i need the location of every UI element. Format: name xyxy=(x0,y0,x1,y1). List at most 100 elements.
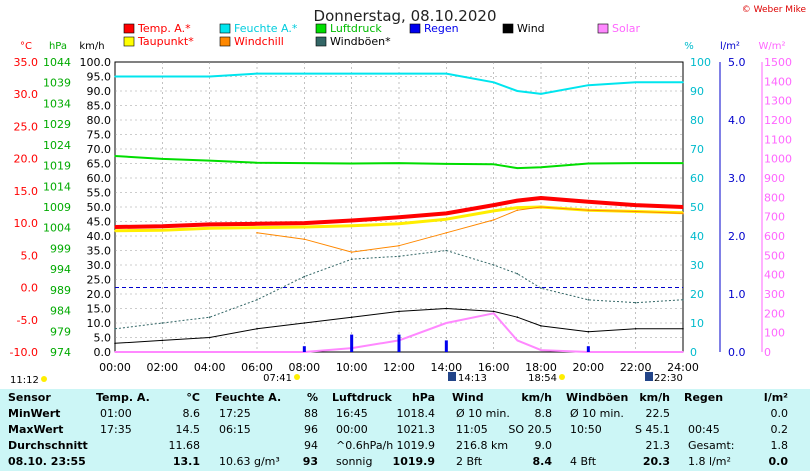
time-tick-label: 14:00 xyxy=(430,361,462,374)
stat-cell-note: 4 Bft xyxy=(570,455,597,468)
legend-swatch xyxy=(597,23,609,34)
legend-label: Luftdruck xyxy=(330,22,382,35)
stat-row-label: MaxWert xyxy=(8,423,64,436)
solar-tick-label: 100 xyxy=(764,327,785,340)
moon-icon xyxy=(645,372,653,381)
stat-cell-value: S 45.1 xyxy=(635,423,670,436)
wind-tick-label: 55.0 xyxy=(87,187,112,200)
stat-cell-value: 20.3 xyxy=(642,455,670,468)
data-point xyxy=(398,72,400,75)
press-tick-label: 984 xyxy=(50,305,71,318)
solar-tick-label: 800 xyxy=(764,191,785,204)
solar-tick-label: 600 xyxy=(764,230,785,243)
time-tick-label: 12:00 xyxy=(383,361,415,374)
stat-cell-note: 17:25 xyxy=(219,407,251,420)
data-point xyxy=(161,75,164,78)
data-point xyxy=(114,342,116,345)
time-marker-sunset: 18:54 xyxy=(528,373,557,384)
data-point xyxy=(587,299,590,301)
legend-label: Taupunkt* xyxy=(137,35,194,48)
data-point xyxy=(303,162,306,164)
wind-tick-label: 75.0 xyxy=(87,129,112,142)
wind-tick-label: 70.0 xyxy=(87,143,112,156)
stat-row-label: 08.10. 23:55 xyxy=(8,455,86,468)
stat-header-rain: Regen xyxy=(684,391,724,404)
stat-cell-note: 216.8 km xyxy=(456,439,509,452)
stat-cell-note: Gesamt: xyxy=(688,439,735,452)
solar-tick-label: 1400 xyxy=(764,75,792,88)
press-tick-label: 1024 xyxy=(43,139,71,152)
solar-tick-label: 500 xyxy=(764,249,785,262)
data-point xyxy=(516,316,519,319)
weather-chart: Donnerstag, 08.10.2020 © Weber Mike Temp. … xyxy=(10,5,807,386)
hum-tick-label: 90 xyxy=(690,85,704,98)
data-point xyxy=(256,351,258,353)
stat-header-press-unit: hPa xyxy=(411,391,435,404)
wind-tick-label: 100.0 xyxy=(80,56,112,69)
time-tick-label: 10:00 xyxy=(336,361,368,374)
stat-cell-note: 2 Bft xyxy=(456,455,483,468)
stat-cell-value: 9.0 xyxy=(534,439,553,452)
stat-cell-value: SO 20.5 xyxy=(508,423,552,436)
data-point xyxy=(161,225,164,228)
data-point xyxy=(682,206,684,208)
data-point xyxy=(398,162,400,164)
data-point xyxy=(350,219,353,222)
hum-tick-label: 70 xyxy=(690,143,704,156)
stat-cell-value: 0.0 xyxy=(770,407,789,420)
data-point xyxy=(161,351,164,353)
data-point xyxy=(445,322,448,324)
rain-unit-label: l/m² xyxy=(720,41,740,52)
data-point xyxy=(682,328,684,330)
data-point xyxy=(303,238,306,241)
data-point xyxy=(350,72,353,75)
time-tick-label: 18:00 xyxy=(525,361,557,374)
rain-bar xyxy=(302,346,306,352)
data-point xyxy=(208,227,211,230)
stat-cell-note: 00:45 xyxy=(688,423,720,436)
press-tick-label: 979 xyxy=(50,325,71,338)
data-point xyxy=(540,287,542,290)
solar-tick-label: 200 xyxy=(764,307,785,320)
credit-text: © Weber Mike xyxy=(742,5,807,15)
legend-label: Temp. A.* xyxy=(137,22,191,35)
data-point xyxy=(256,161,258,164)
data-point xyxy=(634,81,637,84)
data-point xyxy=(682,162,684,164)
data-point xyxy=(634,328,637,330)
stat-cell-value: 13.1 xyxy=(172,455,200,468)
data-point xyxy=(114,230,116,232)
time-marker-left: 11:12 xyxy=(10,375,39,386)
data-point xyxy=(114,351,116,353)
data-point xyxy=(208,336,211,339)
data-point xyxy=(492,312,495,315)
hum-tick-label: 0 xyxy=(690,346,697,359)
rain-bar xyxy=(397,334,401,352)
legend-label: Wind xyxy=(517,22,545,35)
legend-label: Windböen* xyxy=(330,35,391,48)
stat-row-label: Durchschnitt xyxy=(8,439,88,452)
data-point xyxy=(492,163,495,166)
wind-tick-label: 25.0 xyxy=(87,274,112,287)
time-marker-right: 22:30 xyxy=(654,373,683,384)
time-marker-noon: 14:13 xyxy=(458,373,487,384)
data-point xyxy=(350,162,353,165)
statistics-table: Sensor Temp. A. °C Feuchte A. % Luftdruc… xyxy=(0,389,810,471)
data-point xyxy=(303,322,306,324)
time-marker-sunrise: 07:41 xyxy=(263,373,292,384)
data-point xyxy=(540,349,542,351)
hum-tick-label: 40 xyxy=(690,230,704,243)
press-tick-label: 1034 xyxy=(43,97,71,110)
data-point xyxy=(350,258,353,261)
legend-label: Solar xyxy=(612,22,641,35)
data-point xyxy=(256,231,258,234)
stat-cell-note: 17:35 xyxy=(100,423,132,436)
data-point xyxy=(208,351,211,353)
stat-cell-note: 01:00 xyxy=(100,407,132,420)
data-point xyxy=(303,226,306,228)
time-tick-label: 06:00 xyxy=(241,361,273,374)
data-point xyxy=(540,93,542,95)
press-tick-label: 989 xyxy=(50,284,71,297)
stat-row-label: MinWert xyxy=(8,407,61,420)
wind-tick-label: 90.0 xyxy=(87,85,112,98)
